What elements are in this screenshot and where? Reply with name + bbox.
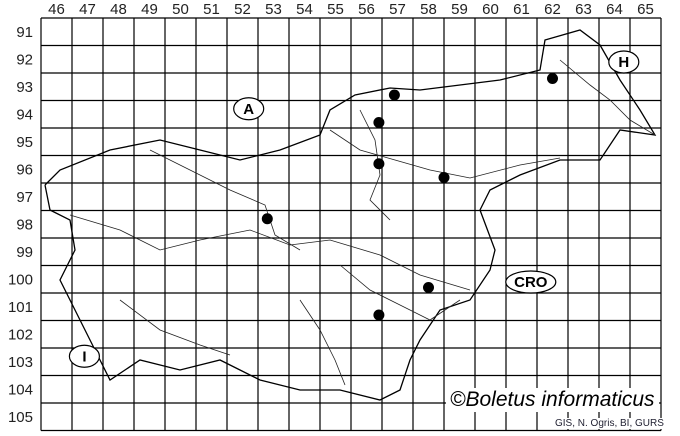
column-label: 46 — [48, 1, 65, 18]
row-label: 101 — [8, 299, 33, 316]
record-dot — [373, 309, 385, 321]
rivers — [69, 59, 656, 386]
country-label: H — [618, 54, 629, 71]
copyright-text: ©Boletus informaticus — [446, 388, 659, 412]
country-label: CRO — [514, 274, 548, 291]
row-label: 102 — [8, 326, 33, 343]
country-label-ellipse — [608, 50, 640, 74]
country-label-ellipse — [233, 97, 265, 121]
column-label: 60 — [482, 1, 499, 18]
country-label-ellipse — [68, 344, 101, 368]
column-label: 61 — [513, 1, 530, 18]
row-label: 93 — [16, 79, 33, 96]
country-label: I — [82, 348, 86, 365]
row-label: 97 — [16, 189, 33, 206]
record-dot — [423, 282, 434, 293]
row-label: 95 — [16, 134, 33, 151]
column-label: 63 — [575, 1, 592, 18]
country-label-ellipse — [505, 270, 557, 294]
country-labels: A H CRO I — [68, 50, 640, 368]
column-label: 55 — [327, 1, 344, 18]
record-dot — [373, 117, 385, 128]
grid — [40, 17, 662, 432]
country-border — [44, 29, 657, 401]
column-label: 56 — [358, 1, 375, 18]
column-label: 59 — [451, 1, 468, 18]
column-label: 62 — [544, 1, 561, 18]
column-label: 49 — [141, 1, 158, 18]
credit-text: GIS, N. Ogris, BI, GURS — [553, 418, 666, 429]
record-dot — [438, 172, 450, 183]
row-label: 103 — [8, 354, 33, 371]
column-label: 51 — [203, 1, 220, 18]
record-dot — [388, 89, 400, 101]
row-label: 94 — [16, 106, 33, 123]
row-label: 98 — [16, 216, 33, 233]
row-label: 100 — [8, 271, 33, 288]
country-label: A — [243, 101, 254, 118]
record-dot — [373, 158, 385, 170]
row-label: 91 — [16, 24, 33, 41]
record-dot — [547, 73, 558, 84]
column-label: 47 — [79, 1, 96, 18]
column-label: 65 — [637, 1, 654, 18]
column-label: 57 — [389, 1, 406, 18]
column-label: 54 — [296, 1, 313, 18]
record-dot — [261, 213, 273, 225]
column-labels: 46 47 48 49 50 51 52 53 54 55 56 57 58 59 60 61 62 63 64 65 — [48, 1, 654, 18]
row-label: 104 — [8, 381, 33, 398]
row-label: 92 — [16, 51, 33, 68]
column-label: 64 — [606, 1, 623, 18]
row-label: 96 — [16, 161, 33, 178]
row-labels: 91 92 93 94 95 96 97 98 99 100 101 102 103 104 105 — [8, 24, 33, 426]
records — [261, 73, 558, 321]
column-label: 52 — [234, 1, 251, 18]
row-label: 99 — [16, 244, 33, 261]
row-label: 105 — [8, 409, 33, 426]
column-label: 58 — [420, 1, 437, 18]
column-label: 53 — [265, 1, 282, 18]
column-label: 50 — [172, 1, 189, 18]
column-label: 48 — [110, 1, 127, 18]
